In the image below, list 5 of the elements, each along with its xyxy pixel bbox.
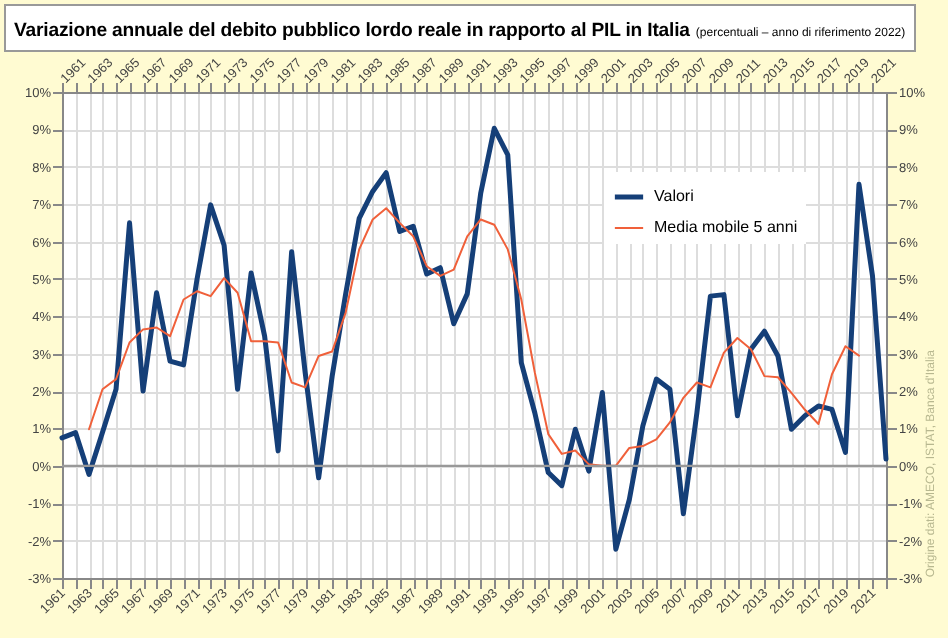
line-series [88, 207, 860, 467]
legend-label: Media mobile 5 anni [654, 218, 798, 236]
line-series [59, 125, 889, 552]
chart-title: Variazione annuale del debito pubblico lordo reale in rapporto al PIL in Italia [14, 20, 690, 42]
legend-label: Valori [654, 187, 695, 205]
